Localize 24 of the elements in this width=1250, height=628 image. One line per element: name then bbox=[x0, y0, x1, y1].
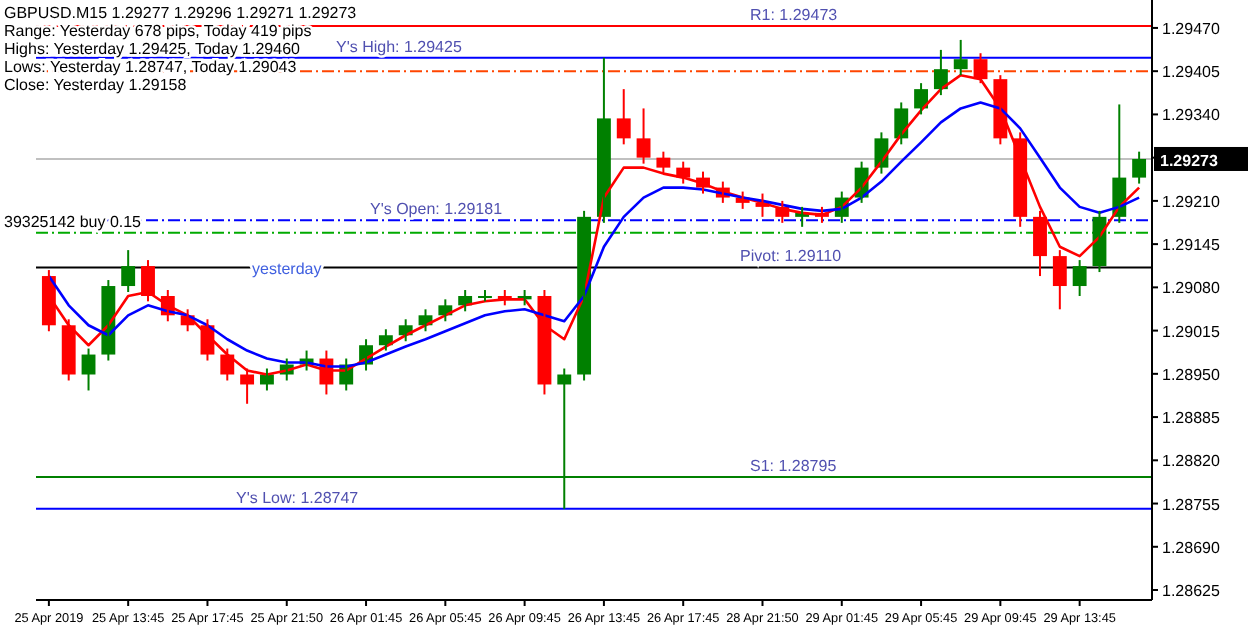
ref-line-label: Y's High: 1.29425 bbox=[336, 37, 463, 56]
ref-line-label: R1: 1.29473 bbox=[750, 5, 839, 24]
y-tick-label: 1.29015 bbox=[1162, 322, 1221, 341]
y-tick-label: 1.29145 bbox=[1162, 236, 1221, 255]
y-tick-label: 1.28885 bbox=[1162, 409, 1221, 428]
y-tick-label: 1.29340 bbox=[1162, 106, 1221, 125]
y-tick-label: 1.28690 bbox=[1162, 538, 1221, 557]
annotation: Range: Yesterday 678 pips, Today 419 pips bbox=[4, 22, 312, 40]
y-tick-label: 1.28820 bbox=[1162, 452, 1221, 471]
chart-title: GBPUSD.M15 1.29277 1.29296 1.29271 1.29273 bbox=[4, 4, 358, 22]
ref-line-label: Y's Low: 1.28747 bbox=[236, 488, 360, 507]
annotation: Highs: Yesterday 1.29425, Today 1.29460 bbox=[4, 40, 302, 58]
y-tick-label: 1.28950 bbox=[1162, 365, 1221, 384]
y-tick-label: 1.29080 bbox=[1162, 279, 1221, 298]
y-tick-label: 1.29405 bbox=[1162, 63, 1221, 82]
ref-line-label: Y's Open: 1.29181 bbox=[370, 200, 504, 219]
y-tick-label: 1.28625 bbox=[1162, 582, 1221, 601]
ref-line-label: S1: 1.28795 bbox=[750, 456, 838, 475]
ref-line-label: 1.29273 bbox=[1160, 151, 1219, 170]
y-tick-label: 1.28755 bbox=[1162, 495, 1221, 514]
annotation: Close: Yesterday 1.29158 bbox=[4, 76, 188, 94]
y-tick-label: 1.29210 bbox=[1162, 192, 1221, 211]
y-tick-label: 1.29470 bbox=[1162, 19, 1221, 38]
ref-line-label: Pivot: 1.29110 bbox=[740, 247, 843, 266]
